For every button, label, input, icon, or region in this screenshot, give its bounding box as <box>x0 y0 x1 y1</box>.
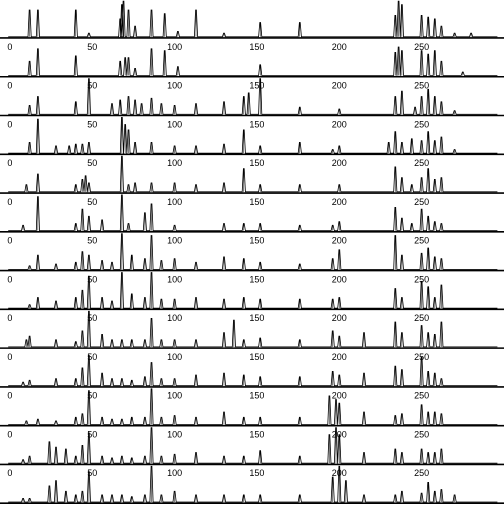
x-tick-label: 200 <box>332 313 347 323</box>
x-tick-label: 150 <box>249 274 264 284</box>
panel-12: 0 50 100 150 200 250 <box>0 427 504 466</box>
x-tick-label: 50 <box>87 429 97 439</box>
x-tick-label: 200 <box>332 391 347 401</box>
x-tick-label: 250 <box>414 158 429 168</box>
x-tick-label: 0 <box>7 352 12 362</box>
x-tick-label: 100 <box>167 313 182 323</box>
x-tick-label: 100 <box>167 236 182 246</box>
x-tick-label: 50 <box>87 391 97 401</box>
x-tick-label: 100 <box>167 158 182 168</box>
x-tick-label: 250 <box>414 42 429 52</box>
x-tick-label: 150 <box>249 391 264 401</box>
panel-1 <box>0 0 504 39</box>
x-tick-label: 50 <box>87 274 97 284</box>
series-line <box>8 0 498 38</box>
x-tick-label: 50 <box>87 313 97 323</box>
panel-13: 0 50 100 150 200 250 <box>0 465 504 505</box>
x-tick-label: 100 <box>167 81 182 91</box>
x-tick-label: 200 <box>332 158 347 168</box>
panel-8: 0 50 100 150 200 250 <box>0 272 504 311</box>
x-tick-label: 250 <box>414 468 429 478</box>
panel-3: 0 50 100 150 200 250 <box>0 78 504 117</box>
x-tick-label: 0 <box>7 236 12 246</box>
x-tick-label: 100 <box>167 468 182 478</box>
x-tick-label: 150 <box>249 119 264 129</box>
x-tick-label: 250 <box>414 81 429 91</box>
x-tick-label: 250 <box>414 236 429 246</box>
x-tick-label: 0 <box>7 197 12 207</box>
x-tick-label: 200 <box>332 81 347 91</box>
x-tick-label: 50 <box>87 236 97 246</box>
series-line <box>8 388 498 425</box>
x-tick-label: 100 <box>167 352 182 362</box>
x-tick-label: 50 <box>87 158 97 168</box>
series-line <box>8 194 498 231</box>
x-tick-label: 200 <box>332 119 347 129</box>
series-line <box>8 355 498 387</box>
x-tick-label: 150 <box>249 468 264 478</box>
panel-9: 0 50 100 150 200 250 <box>0 310 504 349</box>
x-tick-label: 0 <box>7 468 12 478</box>
series-line <box>8 46 498 76</box>
x-tick-label: 100 <box>167 42 182 52</box>
panel-5: 0 50 100 150 200 250 <box>0 155 504 194</box>
x-tick-label: 0 <box>7 429 12 439</box>
series-line <box>8 310 498 348</box>
x-tick-label: 200 <box>332 274 347 284</box>
x-tick-label: 250 <box>414 313 429 323</box>
series-line <box>8 272 498 309</box>
x-tick-label: 0 <box>7 42 12 52</box>
panel-7: 0 50 100 150 200 250 <box>0 233 504 272</box>
x-tick-label: 250 <box>414 119 429 129</box>
panel-11: 0 50 100 150 200 250 <box>0 388 504 427</box>
x-tick-label: 150 <box>249 81 264 91</box>
series-line <box>8 155 498 193</box>
x-tick-label: 0 <box>7 81 12 91</box>
x-tick-label: 50 <box>87 468 97 478</box>
panel-10: 0 50 100 150 200 250 <box>0 352 504 388</box>
x-tick-label: 200 <box>332 42 347 52</box>
x-tick-label: 200 <box>332 352 347 362</box>
panel-6: 0 50 100 150 200 250 <box>0 194 504 233</box>
x-tick-label: 0 <box>7 313 12 323</box>
x-tick-label: 150 <box>249 197 264 207</box>
series-line <box>8 465 498 503</box>
x-tick-label: 100 <box>167 429 182 439</box>
x-tick-label: 250 <box>414 197 429 207</box>
x-tick-label: 150 <box>249 158 264 168</box>
x-tick-label: 150 <box>249 313 264 323</box>
x-tick-label: 0 <box>7 119 12 129</box>
panel-4: 0 50 100 150 200 250 <box>0 117 504 156</box>
x-tick-label: 200 <box>332 197 347 207</box>
x-tick-label: 100 <box>167 274 182 284</box>
x-tick-label: 50 <box>87 119 97 129</box>
x-tick-label: 100 <box>167 197 182 207</box>
x-tick-label: 200 <box>332 236 347 246</box>
x-tick-label: 250 <box>414 429 429 439</box>
x-tick-label: 250 <box>414 391 429 401</box>
x-tick-label: 0 <box>7 158 12 168</box>
x-tick-label: 0 <box>7 274 12 284</box>
panel-2: 0 50 100 150 200 250 <box>0 42 504 78</box>
x-tick-label: 250 <box>414 274 429 284</box>
x-tick-label: 150 <box>249 429 264 439</box>
series-line <box>8 427 498 464</box>
x-tick-label: 100 <box>167 119 182 129</box>
x-tick-label: 150 <box>249 236 264 246</box>
x-tick-label: 150 <box>249 42 264 52</box>
x-tick-label: 150 <box>249 352 264 362</box>
x-tick-label: 50 <box>87 352 97 362</box>
x-tick-label: 50 <box>87 197 97 207</box>
x-tick-label: 50 <box>87 42 97 52</box>
x-tick-label: 100 <box>167 391 182 401</box>
x-tick-label: 0 <box>7 391 12 401</box>
x-tick-label: 50 <box>87 81 97 91</box>
